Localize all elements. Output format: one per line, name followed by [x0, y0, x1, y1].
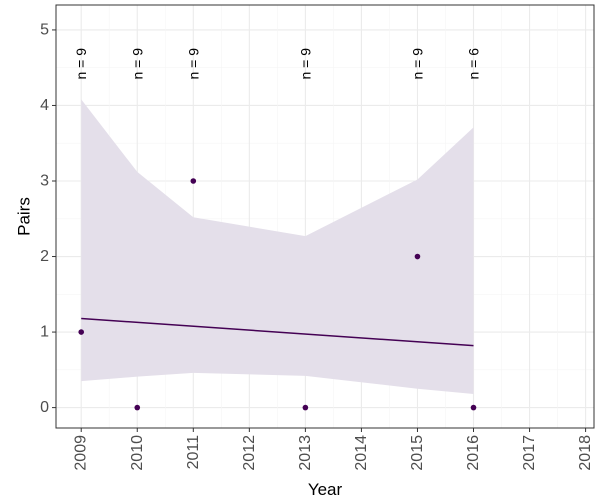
- n-annotation: n = 6: [466, 48, 482, 80]
- data-points: [78, 178, 477, 411]
- x-tick-label: 2012: [241, 435, 258, 471]
- x-tick-label: 2009: [73, 435, 90, 471]
- x-tick-label: 2014: [353, 435, 370, 471]
- x-axis-title: Year: [308, 480, 343, 499]
- x-tick-label: 2011: [185, 435, 202, 470]
- x-tick-label: 2013: [297, 435, 314, 471]
- y-axis: 0 1 2 3 4 5: [40, 21, 56, 416]
- confidence-band: [81, 99, 474, 395]
- y-axis-title: Pairs: [15, 197, 34, 236]
- data-point: [302, 404, 309, 411]
- x-tick-label: 2015: [409, 435, 426, 471]
- x-axis: 2009 2010 2011 2012 2013 2014 2015 2016 2017 2018: [73, 428, 594, 471]
- n-annotation: n = 9: [409, 48, 425, 80]
- n-annotation: n = 9: [129, 48, 145, 80]
- n-annotation: n = 9: [297, 48, 313, 80]
- panel-border: [55, 4, 595, 429]
- x-tick-label: 2018: [577, 435, 594, 471]
- trend-line: [81, 317, 474, 347]
- data-point: [414, 253, 421, 260]
- y-tick-label: 0: [40, 399, 49, 416]
- y-tick-label: 5: [40, 21, 49, 38]
- data-point: [190, 178, 197, 184]
- x-tick-label: 2010: [129, 435, 146, 471]
- n-annotation: n = 9: [185, 48, 201, 80]
- y-tick-label: 3: [40, 172, 49, 189]
- x-tick-label: 2016: [465, 435, 482, 471]
- y-tick-label: 1: [40, 324, 49, 341]
- y-tick-label: 4: [40, 97, 49, 114]
- data-point: [78, 329, 85, 335]
- data-point: [134, 404, 141, 411]
- annotations: n = 9 n = 9 n = 9 n = 9 n = 9 n = 6: [73, 48, 481, 80]
- y-tick-label: 2: [40, 248, 49, 265]
- data-point: [470, 404, 477, 411]
- n-annotation: n = 9: [73, 48, 89, 80]
- x-tick-label: 2017: [521, 435, 538, 471]
